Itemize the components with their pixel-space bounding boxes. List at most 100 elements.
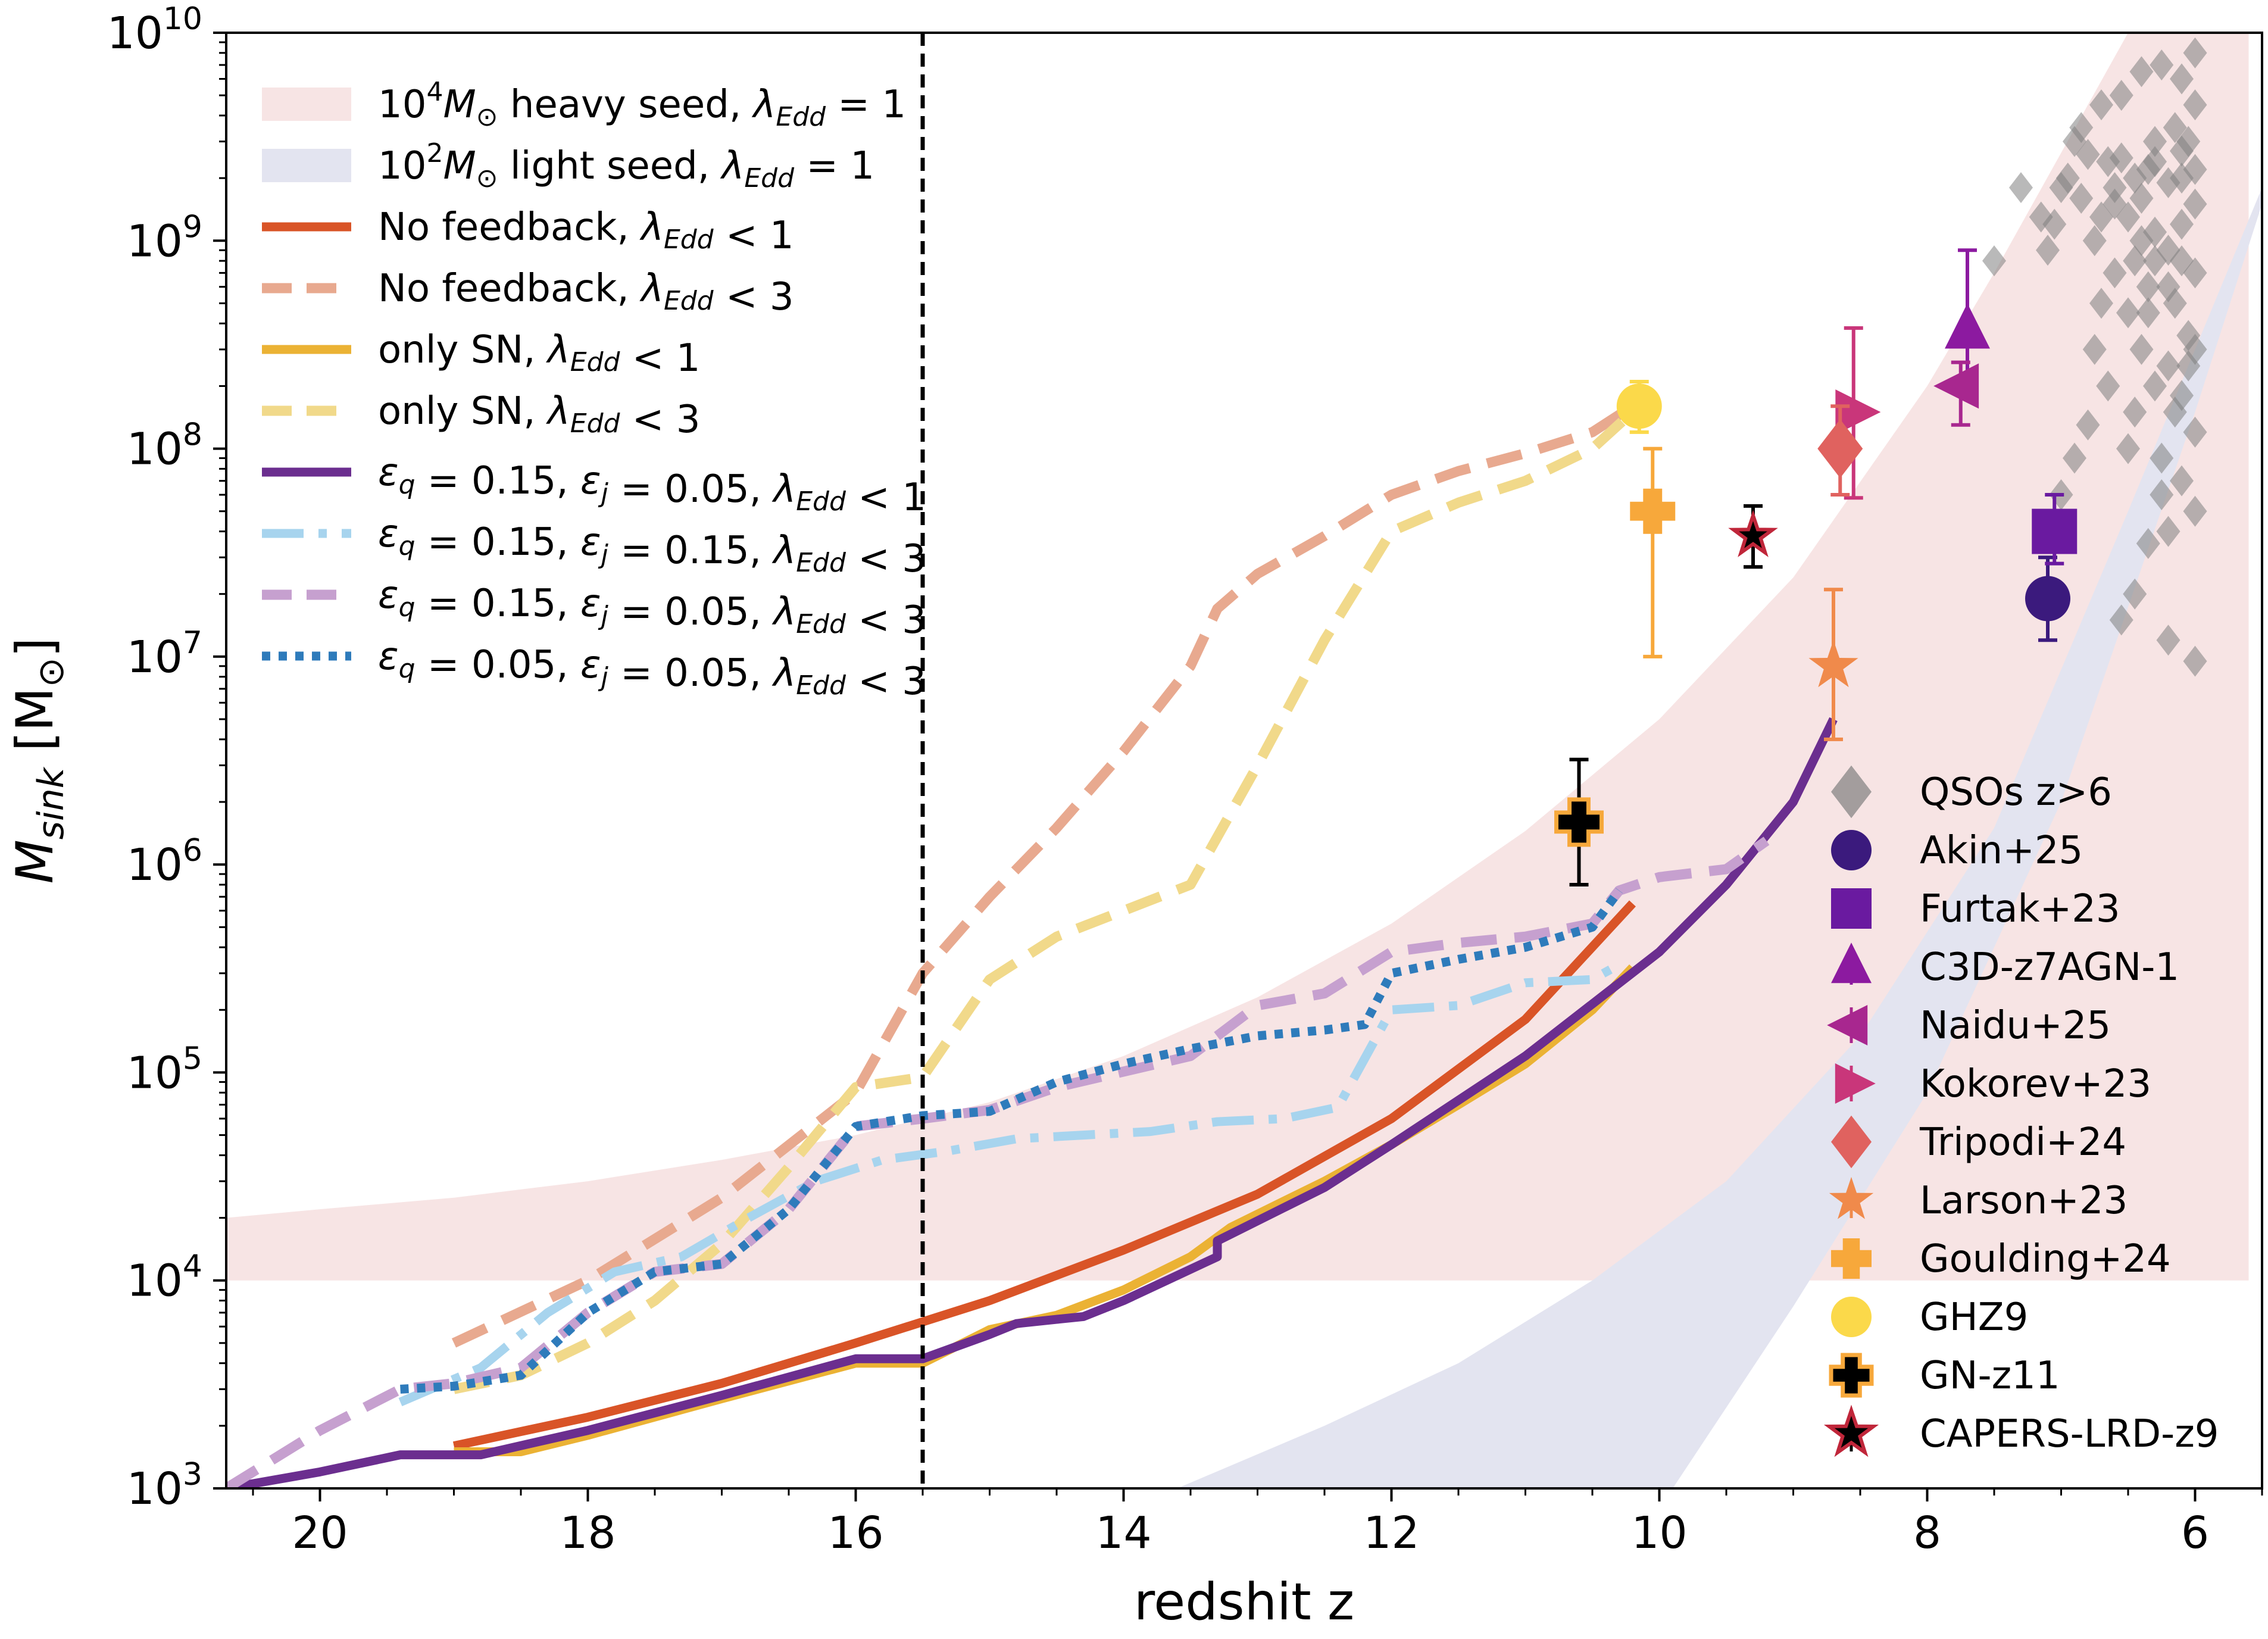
qso-point-39 [2183, 37, 2207, 68]
legend-label-series-6: εq = 0.15, εj = 0.05, λEdd < 3 [378, 573, 926, 642]
series-line-0 [452, 900, 1636, 1451]
y-tick-label-3: 106 [127, 833, 202, 891]
legend-label-obs-8: Goulding+24 [1920, 1237, 2171, 1281]
y-tick-label-2: 105 [127, 1041, 202, 1098]
qso-point-67 [2136, 297, 2160, 329]
x-tick-label-0: 20 [292, 1507, 348, 1559]
legend-marker-2 [1831, 888, 1872, 929]
qso-point-43 [2082, 333, 2107, 365]
observation-point-2 [2032, 508, 2078, 554]
qso-point-61 [2129, 225, 2154, 257]
observation-point-4 [1933, 363, 1979, 409]
qso-point-40 [2163, 112, 2187, 143]
qso-point-77 [2089, 89, 2113, 121]
legend-marker-10 [1829, 1353, 1874, 1398]
legend-marker-7 [1829, 1176, 1874, 1219]
qso-point-58 [2170, 135, 2194, 167]
qso-point-57 [2156, 167, 2180, 198]
qso-point-60 [2143, 245, 2167, 277]
observation-point-9 [1616, 383, 1662, 429]
legend-marker-11 [1823, 1404, 1879, 1457]
series-line-1 [451, 402, 1636, 1348]
observation-point-7 [1808, 640, 1858, 688]
qso-point-54 [2156, 625, 2180, 656]
qso-point-56 [2143, 146, 2167, 177]
series-line-4 [226, 717, 1838, 1488]
y-axis-label: Msink [M⊙] [5, 638, 72, 884]
legend-label-band-1: 102M⊙ light seed, λEdd = 1 [378, 138, 874, 193]
legend-marker-9 [1831, 1297, 1872, 1337]
qso-point-70 [2036, 235, 2060, 266]
legend-label-obs-3: C3D-z7AGN-1 [1920, 945, 2179, 989]
qso-point-26 [2116, 433, 2140, 464]
series-line-5 [398, 960, 1622, 1406]
series-lines [226, 402, 1838, 1488]
legend-marker-8 [1831, 1238, 1872, 1279]
qso-point-11 [2183, 416, 2207, 448]
legend-marker-5 [1835, 1063, 1876, 1104]
qso-point-0 [2183, 89, 2207, 121]
y-tick-label-6: 109 [127, 209, 202, 267]
axes: 20 18 16 14 12 10 8 61031041051061071081091010r… [5, 1, 2263, 1632]
legend-label-series-4: εq = 0.15, εj = 0.05, λEdd < 1 [378, 451, 926, 520]
legend-label-obs-10: GN-z11 [1920, 1354, 2060, 1398]
legend-label-obs-7: Larson+23 [1920, 1179, 2128, 1223]
x-tick-label-5: 10 [1631, 1507, 1687, 1559]
series-line-3 [452, 408, 1636, 1394]
legend-label-obs-1: Akin+25 [1920, 829, 2083, 873]
light-seed-band [1177, 188, 2262, 1488]
qso-point-35 [2109, 80, 2133, 111]
legend-marker-1 [1831, 830, 1872, 870]
x-tick-label-4: 12 [1363, 1507, 1419, 1559]
y-tick-label-7: 1010 [107, 1, 202, 59]
qso-point-73 [2009, 172, 2033, 204]
legend-label-series-7: εq = 0.05, εj = 0.05, λEdd < 3 [378, 635, 926, 704]
plot-frame [225, 32, 2263, 1490]
qso-point-37 [2150, 49, 2174, 81]
legend-label-obs-11: CAPERS-LRD-z9 [1920, 1412, 2219, 1456]
y-tick-label-0: 103 [127, 1457, 202, 1515]
qso-point-75 [2055, 163, 2080, 194]
legend-marker-4 [1827, 1005, 1868, 1045]
x-tick-label-1: 18 [560, 1507, 616, 1559]
seed-bands [226, 33, 2262, 1488]
qso-point-76 [2069, 112, 2094, 143]
legend-observations: QSOs z>6 Akin+25 Furtak+23 C3D-z7AGN-1 Naidu… [1823, 765, 2219, 1457]
qso-point-53 [2109, 604, 2133, 636]
qso-point-55 [2183, 645, 2207, 677]
legend-label-band-0: 104M⊙ heavy seed, λEdd = 1 [378, 77, 906, 132]
qso-point-36 [2129, 56, 2154, 88]
qso-point-15 [2156, 516, 2180, 547]
qso-point-4 [2170, 208, 2194, 240]
x-tick-label-7: 6 [2181, 1507, 2209, 1559]
observation-point-3 [1945, 303, 1990, 349]
observation-points [1554, 248, 2078, 886]
x-axis-label: redshit z [1134, 1572, 1354, 1632]
heavy-seed-band [226, 33, 2249, 1281]
qso-point-14 [2183, 495, 2207, 527]
qso-point-74 [1982, 245, 2006, 277]
qso-point-3 [2183, 188, 2207, 220]
legend-label-series-1: No feedback, λEdd < 3 [378, 267, 794, 319]
qso-point-46 [2063, 442, 2086, 474]
qso-point-52 [2123, 578, 2147, 610]
x-tick-label-6: 8 [1913, 1507, 1941, 1559]
y-tick-label-5: 108 [127, 417, 202, 475]
qso-point-21 [2136, 271, 2160, 302]
qso-point-64 [2170, 245, 2194, 277]
qso-point-41 [2103, 257, 2127, 289]
observation-point-10 [1554, 797, 1604, 847]
qso-point-38 [2170, 63, 2194, 95]
qso-point-50 [2150, 479, 2174, 511]
qso-point-28 [2103, 172, 2127, 204]
legend-label-series-2: only SN, λEdd < 1 [378, 328, 700, 380]
series-line-7 [400, 888, 1623, 1394]
x-tick-label-3: 14 [1095, 1507, 1151, 1559]
legend-label-obs-2: Furtak+23 [1920, 887, 2120, 931]
qso-point-49 [2163, 397, 2187, 428]
qso-point-25 [2123, 397, 2147, 428]
legend-label-series-5: εq = 0.15, εj = 0.15, λEdd < 3 [378, 512, 926, 581]
qso-point-16 [2143, 126, 2167, 157]
observation-point-6 [1817, 419, 1863, 478]
